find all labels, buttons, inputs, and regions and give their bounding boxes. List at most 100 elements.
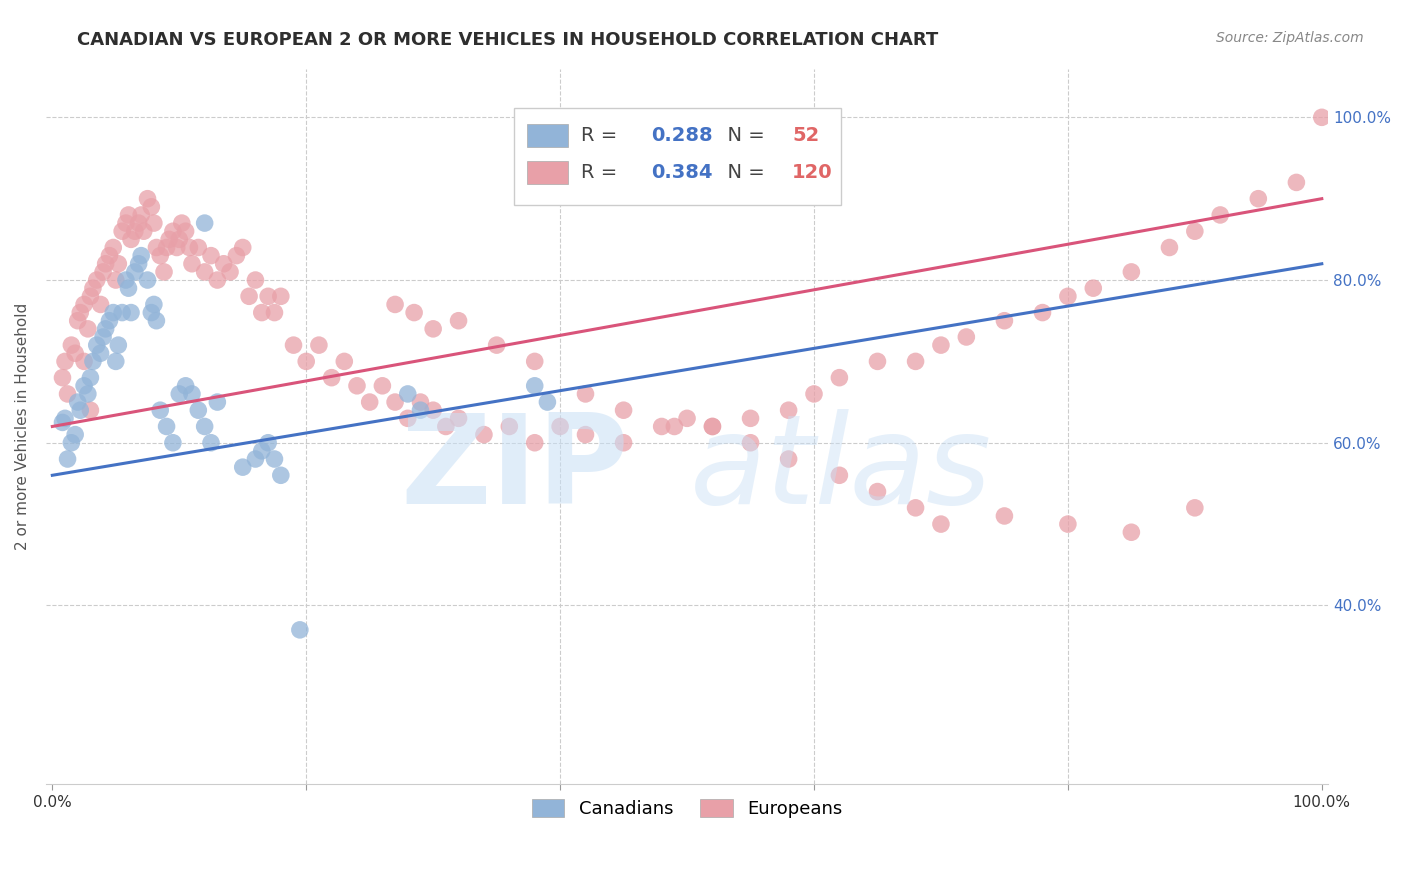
Europeans	[740, 435, 762, 450]
Europeans	[91, 265, 114, 279]
Europeans	[1184, 500, 1206, 515]
Europeans	[574, 427, 596, 442]
Europeans	[51, 370, 73, 384]
Text: N =: N =	[716, 163, 772, 182]
Canadians	[73, 379, 96, 393]
Canadians	[149, 403, 172, 417]
Europeans	[295, 354, 318, 368]
Canadians	[63, 427, 86, 442]
Europeans	[132, 224, 155, 238]
Europeans	[174, 224, 197, 238]
Canadians	[181, 387, 204, 401]
Canadians	[117, 281, 139, 295]
Europeans	[778, 403, 800, 417]
Europeans	[574, 387, 596, 401]
Europeans	[115, 216, 138, 230]
Europeans	[187, 240, 209, 254]
Canadians	[53, 411, 76, 425]
Canadians	[245, 452, 267, 467]
Canadians	[51, 416, 73, 430]
Europeans	[169, 232, 191, 246]
Europeans	[69, 305, 91, 319]
Europeans	[828, 468, 851, 483]
Canadians	[232, 460, 254, 475]
Europeans	[73, 297, 96, 311]
Text: R =: R =	[581, 126, 623, 145]
Europeans	[145, 240, 167, 254]
Europeans	[207, 273, 229, 287]
Europeans	[523, 435, 546, 450]
Europeans	[371, 379, 394, 393]
Europeans	[422, 403, 444, 417]
Canadians	[194, 216, 217, 230]
Europeans	[200, 249, 222, 263]
Europeans	[523, 354, 546, 368]
Y-axis label: 2 or more Vehicles in Household: 2 or more Vehicles in Household	[15, 303, 30, 550]
Canadians	[90, 346, 112, 360]
Canadians	[98, 314, 121, 328]
Europeans	[79, 403, 101, 417]
Europeans	[238, 289, 260, 303]
Europeans	[142, 216, 165, 230]
Canadians	[257, 435, 280, 450]
Canadians	[66, 395, 89, 409]
Canadians	[250, 443, 273, 458]
Europeans	[447, 314, 470, 328]
Text: 0.288: 0.288	[651, 126, 713, 145]
Canadians	[169, 387, 191, 401]
Europeans	[866, 354, 889, 368]
Canadians	[120, 305, 142, 319]
Europeans	[257, 289, 280, 303]
Europeans	[955, 330, 977, 344]
Europeans	[434, 419, 457, 434]
Europeans	[929, 338, 952, 352]
Text: N =: N =	[716, 126, 772, 145]
Europeans	[263, 305, 285, 319]
Canadians	[128, 257, 150, 271]
Europeans	[1057, 289, 1080, 303]
Europeans	[155, 240, 177, 254]
Europeans	[1083, 281, 1105, 295]
Canadians	[124, 265, 146, 279]
Canadians	[174, 379, 197, 393]
Europeans	[1121, 265, 1143, 279]
Europeans	[73, 354, 96, 368]
Europeans	[117, 208, 139, 222]
Europeans	[141, 200, 163, 214]
Canadians	[69, 403, 91, 417]
Europeans	[232, 240, 254, 254]
Europeans	[107, 257, 129, 271]
Canadians	[194, 419, 217, 434]
Europeans	[124, 224, 146, 238]
Legend: Canadians, Europeans: Canadians, Europeans	[524, 792, 849, 825]
Europeans	[162, 224, 184, 238]
Europeans	[346, 379, 368, 393]
Canadians	[155, 419, 177, 434]
Europeans	[702, 419, 724, 434]
Canadians	[288, 623, 311, 637]
Text: CANADIAN VS EUROPEAN 2 OR MORE VEHICLES IN HOUSEHOLD CORRELATION CHART: CANADIAN VS EUROPEAN 2 OR MORE VEHICLES …	[77, 31, 939, 49]
Europeans	[1184, 224, 1206, 238]
Europeans	[1057, 517, 1080, 532]
Europeans	[333, 354, 356, 368]
Europeans	[111, 224, 134, 238]
Europeans	[179, 240, 201, 254]
Canadians	[56, 452, 79, 467]
Canadians	[103, 305, 125, 319]
Europeans	[740, 411, 762, 425]
Canadians	[536, 395, 558, 409]
Europeans	[1159, 240, 1181, 254]
Canadians	[207, 395, 229, 409]
Europeans	[447, 411, 470, 425]
Europeans	[170, 216, 193, 230]
Europeans	[166, 240, 188, 254]
Text: Source: ZipAtlas.com: Source: ZipAtlas.com	[1216, 31, 1364, 45]
Europeans	[1121, 525, 1143, 540]
Canadians	[136, 273, 159, 287]
Europeans	[828, 370, 851, 384]
Text: 120: 120	[792, 163, 832, 182]
Europeans	[308, 338, 330, 352]
Canadians	[523, 379, 546, 393]
Europeans	[56, 387, 79, 401]
Europeans	[219, 265, 242, 279]
